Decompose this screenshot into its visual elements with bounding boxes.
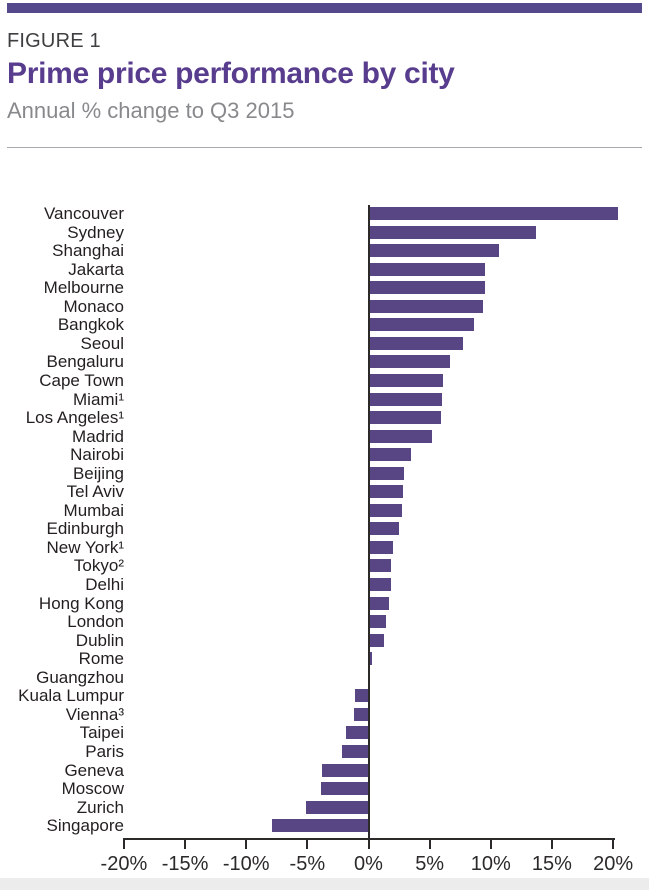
- category-label: Vancouver: [43, 204, 124, 223]
- bar: [341, 744, 369, 758]
- x-axis-tick-label: 20%: [593, 853, 634, 875]
- header-divider: [7, 147, 642, 148]
- page-title: Prime price performance by city: [7, 57, 455, 90]
- x-axis-tick: [306, 838, 309, 849]
- bar: [368, 448, 412, 462]
- x-axis-tick-label: 0%: [354, 853, 383, 875]
- category-label: Edinburgh: [46, 519, 124, 539]
- bar: [368, 299, 484, 313]
- bar: [368, 411, 441, 425]
- footer-strip: [0, 878, 649, 890]
- category-label: Jakarta: [68, 259, 124, 279]
- x-axis-tick-label: -5%: [289, 853, 326, 875]
- top-accent-band: [7, 3, 642, 13]
- category-label: Monaco: [63, 296, 124, 316]
- bar: [368, 392, 442, 406]
- category-label: Bangkok: [57, 315, 124, 335]
- category-label: Delhi: [85, 575, 124, 594]
- category-label: Los Angeles¹: [25, 408, 124, 428]
- x-axis-tick: [550, 838, 553, 849]
- category-label: Beijing: [72, 463, 124, 483]
- category-label: New York¹: [46, 537, 124, 557]
- bar: [368, 355, 451, 369]
- category-label: Dublin: [75, 630, 124, 650]
- category-label: Cape Town: [39, 370, 124, 390]
- bar: [368, 262, 485, 276]
- category-label: Paris: [85, 741, 124, 761]
- bar: [368, 244, 500, 258]
- bar: [368, 559, 391, 573]
- category-label: Bengaluru: [46, 352, 124, 372]
- bar: [353, 707, 369, 721]
- bar: [368, 207, 618, 220]
- category-label: Kuala Lumpur: [18, 686, 124, 706]
- bar: [368, 429, 433, 443]
- category-label: Moscow: [61, 779, 124, 799]
- x-axis-tick: [428, 838, 431, 849]
- category-label: Rome: [78, 649, 124, 669]
- bar: [368, 522, 400, 536]
- x-axis-tick-label: 5%: [415, 853, 445, 875]
- bar: [368, 336, 463, 350]
- x-axis-tick: [184, 838, 187, 849]
- bar: [368, 652, 373, 666]
- bar: [368, 633, 385, 647]
- category-label: Guangzhou: [36, 667, 124, 687]
- bar: [368, 373, 444, 387]
- x-axis-tick-label: 10%: [470, 853, 511, 875]
- chart-subtitle: Annual % change to Q3 2015: [7, 98, 295, 123]
- bar: [368, 503, 402, 517]
- category-label: Melbourne: [43, 278, 124, 298]
- bar: [355, 689, 369, 703]
- bar: [346, 726, 369, 740]
- category-label: Taipei: [79, 723, 124, 743]
- bar: [368, 540, 393, 554]
- x-axis-tick-label: -15%: [161, 853, 209, 875]
- bar: [368, 615, 386, 629]
- category-label: Madrid: [72, 426, 124, 446]
- category-label: Miami¹: [73, 389, 124, 409]
- category-label: Shanghai: [52, 241, 124, 261]
- zero-axis-line: [367, 205, 370, 838]
- bar: [322, 763, 369, 777]
- category-label: Tokyo²: [73, 556, 124, 576]
- category-label: Singapore: [46, 816, 124, 836]
- bar: [368, 578, 391, 591]
- x-axis-tick: [612, 838, 615, 849]
- category-label: Nairobi: [70, 445, 124, 465]
- category-label: Tel Aviv: [66, 482, 124, 502]
- bar: [368, 466, 404, 480]
- category-label: Vienna³: [65, 704, 124, 724]
- bar: [368, 596, 390, 610]
- category-label: Geneva: [64, 760, 124, 780]
- category-label: London: [67, 612, 124, 632]
- bar: [368, 485, 403, 499]
- x-axis-tick-label: -10%: [222, 853, 270, 875]
- bar: [271, 819, 369, 833]
- category-label: Mumbai: [63, 500, 124, 520]
- bar: [368, 318, 474, 332]
- figure-label: FIGURE 1: [7, 30, 101, 52]
- category-label: Hong Kong: [38, 593, 124, 613]
- bar: [320, 782, 369, 796]
- bar: [368, 281, 485, 295]
- x-axis-tick: [122, 838, 125, 849]
- category-label: Sydney: [67, 222, 124, 242]
- x-axis-tick: [367, 838, 370, 849]
- x-axis-tick: [245, 838, 248, 849]
- bar: [368, 225, 537, 239]
- x-axis-tick: [489, 838, 492, 849]
- bar: [306, 800, 369, 814]
- category-label: Seoul: [80, 333, 124, 353]
- category-label: Zurich: [76, 797, 124, 817]
- x-axis-tick-label: -20%: [100, 853, 148, 875]
- x-axis-tick-label: 15%: [531, 853, 572, 875]
